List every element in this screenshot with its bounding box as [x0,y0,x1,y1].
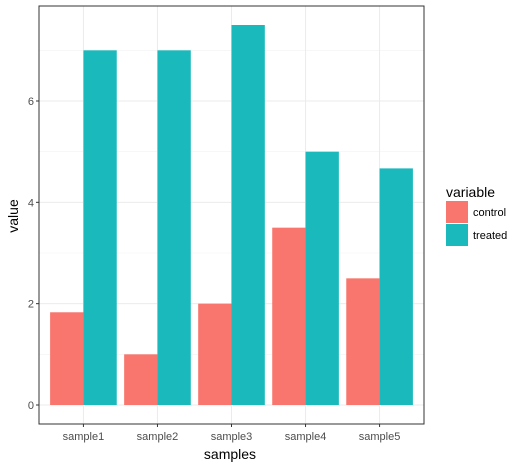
x-axis-title: samples [204,446,256,462]
bar-treated-sample1 [83,50,117,405]
x-tick-label: sample3 [211,431,253,443]
legend-key-treated [446,224,468,246]
bars [50,25,413,405]
x-tick-label: sample5 [359,431,401,443]
x-tick-label: sample2 [137,431,179,443]
bar-treated-sample5 [379,168,413,405]
legend-key-control [446,201,468,223]
legend-label-treated: treated [473,230,507,242]
bar-control-sample3 [198,303,232,405]
legend-label-control: control [473,207,506,219]
y-tick-label: 2 [28,299,34,311]
bar-control-sample2 [124,354,158,405]
y-tick-label: 6 [28,96,34,108]
bar-control-sample4 [272,227,306,405]
bar-treated-sample3 [231,25,265,405]
bar-treated-sample4 [305,151,339,405]
x-tick-label: sample4 [285,431,327,443]
x-axis: sample1 sample2 sample3 sample4 sample5 [63,424,401,443]
x-tick-label: sample1 [63,431,105,443]
legend-title: variable [446,184,495,200]
y-tick-label: 0 [28,400,34,412]
bar-control-sample1 [50,312,84,405]
legend: variable control treated [446,184,507,246]
y-axis: 0 2 4 6 [28,96,39,412]
y-tick-label: 4 [28,197,34,209]
y-axis-title: value [5,199,21,233]
bar-control-sample5 [346,278,380,405]
bar-treated-sample2 [157,50,191,405]
